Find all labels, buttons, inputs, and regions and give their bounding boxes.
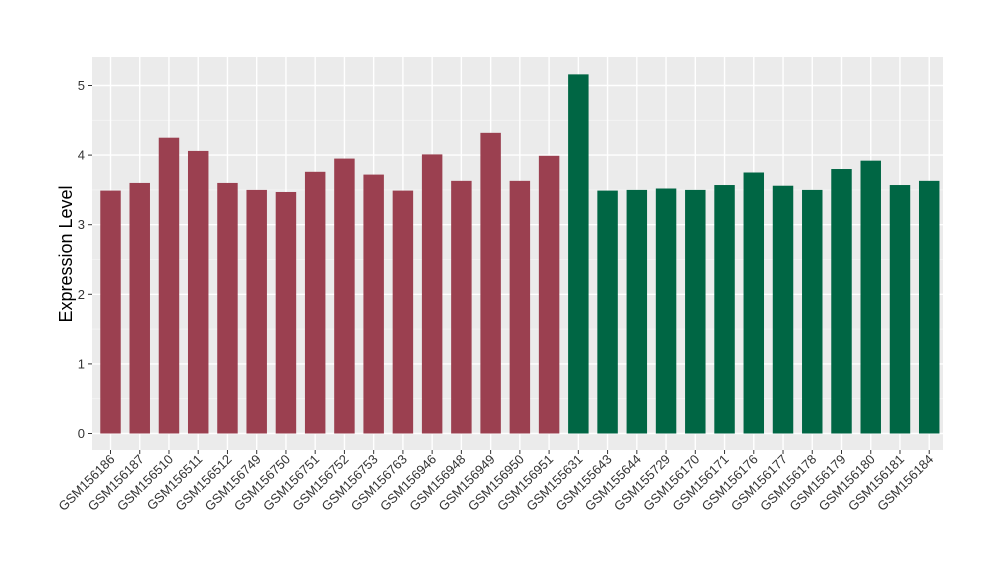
bar-GSM156749 (246, 189, 267, 434)
y-tick-label: 1 (78, 356, 85, 371)
bar-GSM156751 (304, 171, 326, 434)
y-tick-label: 2 (78, 287, 85, 302)
bar-GSM156949 (480, 132, 501, 434)
bar-GSM156179 (831, 169, 852, 434)
bar-GSM156181 (889, 185, 911, 434)
bar-GSM156763 (392, 190, 414, 434)
bar-GSM156950 (509, 180, 531, 434)
bars (100, 74, 940, 434)
bar-GSM156178 (802, 189, 823, 434)
y-tick-label: 4 (78, 148, 85, 163)
bar-GSM156177 (772, 185, 794, 434)
bar-GSM156184 (918, 180, 940, 434)
bar-GSM156948 (451, 180, 472, 434)
y-axis: 0 1 2 3 4 5 (78, 78, 92, 441)
bar-GSM156951 (538, 155, 560, 434)
bar-GSM156171 (714, 185, 735, 434)
bar-GSM156180 (860, 160, 881, 434)
y-tick-label: 0 (78, 426, 85, 441)
bar-GSM155729 (655, 188, 677, 434)
bar-GSM156511 (187, 150, 209, 434)
bar-GSM155643 (597, 190, 618, 434)
x-axis: GSM156186GSM156187GSM156510GSM156511GSM1… (55, 450, 936, 514)
bar-GSM156753 (363, 174, 384, 434)
bar-GSM155631 (568, 74, 589, 434)
y-tick-label: 3 (78, 217, 85, 232)
bar-GSM156946 (421, 154, 443, 434)
bar-GSM156510 (158, 137, 180, 434)
bar-GSM155644 (626, 189, 648, 434)
y-tick-label: 5 (78, 78, 85, 93)
bar-GSM156750 (275, 191, 297, 434)
bar-GSM156512 (217, 182, 238, 434)
bar-GSM156187 (129, 182, 150, 434)
bar-GSM156170 (685, 189, 706, 434)
bar-GSM156176 (743, 172, 765, 434)
bar-GSM156752 (334, 158, 355, 434)
y-axis-title: Expression Level (56, 185, 76, 322)
bar-GSM156186 (100, 190, 121, 434)
